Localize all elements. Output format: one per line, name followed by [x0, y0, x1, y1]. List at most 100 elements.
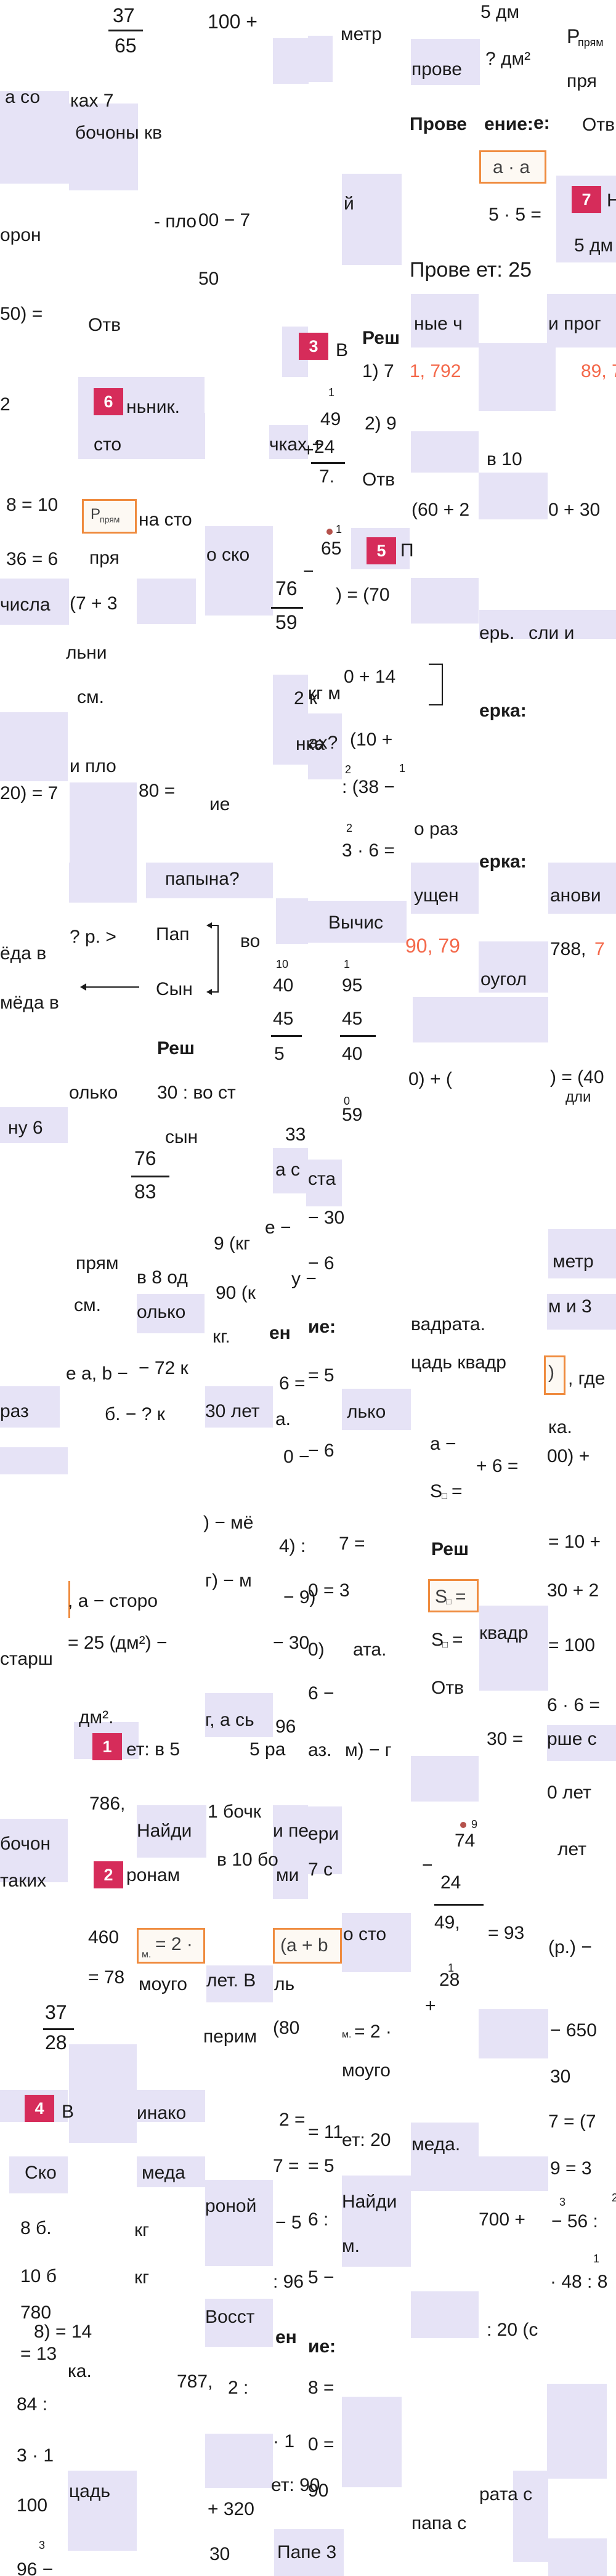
text-fragment: е a, b − [66, 1363, 128, 1384]
text-fragment: , а − сторо [68, 1591, 158, 1611]
text-fragment: 36 = 6 [6, 549, 59, 569]
text-fragment: старш [0, 1649, 53, 1669]
placeholder-box [411, 578, 479, 624]
text-fragment: 65 [321, 538, 342, 559]
text-fragment: меда. [411, 2134, 461, 2155]
task-number-badge: 3 [299, 333, 328, 360]
placeholder-box [69, 104, 138, 190]
text-fragment: 2 к [294, 688, 318, 709]
task-number-badge: 4 [25, 2095, 54, 2122]
text-fragment: 2 [345, 763, 352, 776]
placeholder-box [0, 712, 68, 781]
text-fragment: 30 + 2 [547, 1580, 599, 1601]
text-fragment: Реш [431, 1539, 469, 1559]
fraction-bar [271, 607, 303, 609]
text-fragment: Н [607, 190, 616, 211]
text-fragment: см. [74, 1295, 101, 1315]
placeholder-box [9, 2156, 68, 2193]
text-fragment: = [452, 1481, 463, 1501]
text-fragment: − [422, 1855, 433, 1875]
text-fragment: 0) [308, 1639, 325, 1660]
text-fragment: г) − м [205, 1570, 252, 1591]
placeholder-box [342, 174, 402, 265]
placeholder-box [548, 863, 616, 914]
placeholder-box [137, 2090, 205, 2122]
text-fragment: − 30 [308, 1208, 345, 1228]
placeholder-box [137, 2156, 205, 2187]
task-number-badge: 1 [92, 1733, 122, 1760]
text-fragment: 0 − [283, 1447, 310, 1467]
placeholder-box [411, 431, 479, 473]
text-fragment: 30 лет [205, 1401, 260, 1421]
text-fragment: см. [77, 687, 104, 707]
text-fragment: 30 [209, 2544, 230, 2564]
text-fragment: 28 [439, 1970, 460, 1990]
text-fragment: рше с [547, 1729, 597, 1749]
left-arrow-icon [80, 983, 139, 991]
text-fragment: + [425, 1996, 436, 2016]
carry-dot-icon [326, 529, 333, 535]
placeholder-box [479, 2009, 548, 2058]
text-fragment: ет: в 5 [126, 1739, 180, 1760]
text-fragment: □ [442, 1639, 448, 1650]
text-fragment: 2) 9 [365, 413, 397, 434]
text-fragment: 0 лет [547, 1782, 591, 1803]
text-fragment: 0 [344, 1095, 351, 1107]
text-fragment: 4) : [279, 1536, 306, 1556]
text-fragment: прям [76, 1253, 119, 1274]
task-number-badge: 5 [367, 537, 396, 564]
text-fragment: орон [0, 225, 41, 245]
text-fragment: 5 · 5 = [488, 205, 541, 225]
text-fragment: 2 : [228, 2378, 249, 2398]
text-fragment: м. [342, 2030, 352, 2040]
placeholder-box [205, 1693, 273, 1737]
placeholder-box [411, 1756, 479, 1802]
text-fragment: · 48 : 8 [550, 2272, 608, 2292]
text-fragment: ) − мё [203, 1513, 254, 1533]
text-fragment: 6 = [279, 1373, 306, 1394]
text-fragment: P [91, 506, 101, 522]
text-fragment: 9 = 3 [550, 2158, 592, 2179]
text-fragment: 5 дм [480, 2, 520, 22]
text-fragment: 45 [342, 1009, 363, 1029]
placeholder-box [548, 1229, 616, 1278]
placeholder-box [0, 1819, 68, 1882]
text-fragment: 5 ра [249, 1739, 286, 1760]
placeholder-box [137, 1805, 206, 1858]
text-fragment: чках + [269, 434, 323, 455]
text-fragment: P [567, 25, 580, 47]
text-fragment: 40 [342, 1044, 363, 1064]
text-fragment: ньник. [126, 397, 180, 417]
text-fragment: − 30 [273, 1633, 310, 1653]
placeholder-box [273, 1858, 308, 1899]
text-fragment: дли [565, 1089, 591, 1105]
text-fragment: − 72 к [139, 1358, 188, 1378]
text-fragment: 5 − [308, 2267, 334, 2288]
placeholder-box [413, 997, 548, 1042]
pair-bracket-arrows-icon [206, 922, 219, 995]
text-fragment: Найди [137, 1821, 192, 1841]
text-fragment: S [430, 1481, 443, 1501]
text-fragment: 460 [88, 1927, 120, 1948]
fraction-bar [340, 1035, 376, 1037]
text-fragment: − 9) [283, 1587, 316, 1607]
text-fragment: ие: [308, 2336, 336, 2357]
text-fragment: Отв [582, 115, 615, 135]
text-fragment: инако [137, 2103, 187, 2123]
text-fragment: во [240, 931, 261, 951]
text-fragment: 80 = [139, 781, 176, 801]
text-fragment: : 96 [273, 2272, 304, 2292]
placeholder-box [479, 941, 548, 993]
placeholder-box [308, 713, 342, 779]
text-fragment: ) = (70 [336, 585, 390, 605]
text-fragment: □ [446, 1596, 452, 1606]
text-fragment: кг. [213, 1327, 230, 1347]
text-fragment: 786, [89, 1794, 126, 1814]
text-fragment: ные ч [414, 314, 463, 334]
text-fragment: Отв [88, 315, 121, 335]
text-fragment: 0 + 30 [548, 500, 601, 520]
text-fragment: = [452, 1630, 463, 1650]
text-fragment: 1 [344, 958, 351, 970]
text-fragment: 787, [177, 2371, 213, 2392]
task-number-badge: 7 [572, 186, 601, 213]
